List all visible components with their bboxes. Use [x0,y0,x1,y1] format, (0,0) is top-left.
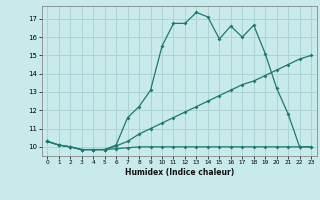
X-axis label: Humidex (Indice chaleur): Humidex (Indice chaleur) [124,168,234,177]
